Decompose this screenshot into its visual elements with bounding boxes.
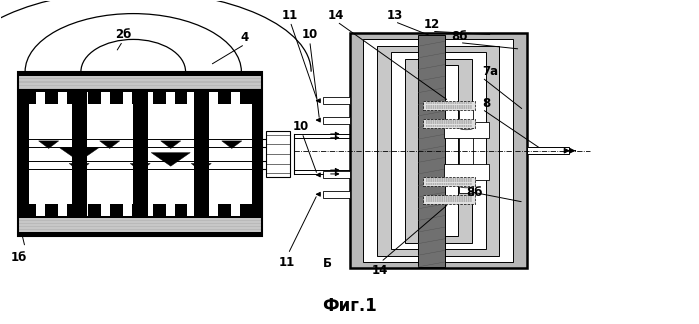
Polygon shape [100,141,120,148]
Polygon shape [69,164,89,171]
Bar [350,33,527,269]
Polygon shape [59,148,99,161]
Bar [153,204,166,216]
Bar [218,92,231,104]
Bar [18,89,29,218]
Text: 1б: 1б [11,251,27,264]
Text: 4: 4 [240,31,249,44]
Bar [423,101,475,110]
Polygon shape [130,164,150,171]
Bar [133,89,148,218]
Bar [444,122,489,138]
Text: 14: 14 [371,264,388,277]
Bar [423,177,475,186]
Bar [153,92,166,104]
Polygon shape [161,141,181,148]
Bar [527,147,569,154]
Bar [45,204,58,216]
Text: 8б: 8б [467,186,483,199]
Bar [18,72,262,236]
Bar [323,97,350,104]
Bar [24,204,36,216]
Polygon shape [151,153,190,166]
Bar [323,117,350,124]
Bar [363,40,514,262]
Text: 11: 11 [279,256,295,269]
Bar [175,204,187,216]
Polygon shape [38,141,59,148]
Bar [131,204,144,216]
Bar [110,92,122,104]
Bar [266,131,290,177]
Bar [110,204,122,216]
Bar [45,92,58,104]
Bar [18,232,262,236]
Bar [419,65,458,236]
Bar [423,195,475,203]
Bar [240,204,252,216]
Bar [252,89,262,218]
Bar [459,109,473,193]
Bar [88,204,101,216]
Ellipse shape [458,123,475,130]
Text: 12: 12 [424,18,440,31]
Bar [18,89,262,92]
Bar [240,92,252,104]
Bar [194,89,209,218]
Text: 8: 8 [482,98,490,110]
Bar [67,204,79,216]
Bar [377,46,500,256]
Bar [24,92,36,104]
Text: 10: 10 [301,28,318,41]
Bar [218,204,231,216]
Text: 2б: 2б [115,28,131,41]
Bar [405,59,472,243]
Text: 11: 11 [282,9,298,22]
Bar [196,204,209,216]
Text: 10: 10 [293,120,309,133]
Text: 7а: 7а [482,65,498,78]
Text: Б: Б [323,257,332,270]
Text: 8б: 8б [452,29,468,43]
Polygon shape [222,141,242,148]
Bar [423,119,475,128]
Ellipse shape [458,181,475,188]
Text: 13: 13 [387,9,403,22]
Bar [18,216,262,218]
Bar [18,72,262,89]
Polygon shape [192,164,211,171]
Bar [67,92,79,104]
Bar [323,191,350,198]
Bar [71,89,87,218]
Text: 14: 14 [327,9,344,22]
Bar [444,164,489,180]
Text: Фиг.1: Фиг.1 [322,296,377,315]
Bar [18,72,262,75]
Bar [418,35,445,267]
Bar [131,92,144,104]
Bar [323,171,350,179]
Bar [18,218,262,236]
Bar [18,89,262,218]
Bar [391,52,486,249]
Bar [175,92,187,104]
Bar [88,92,101,104]
Bar [196,92,209,104]
